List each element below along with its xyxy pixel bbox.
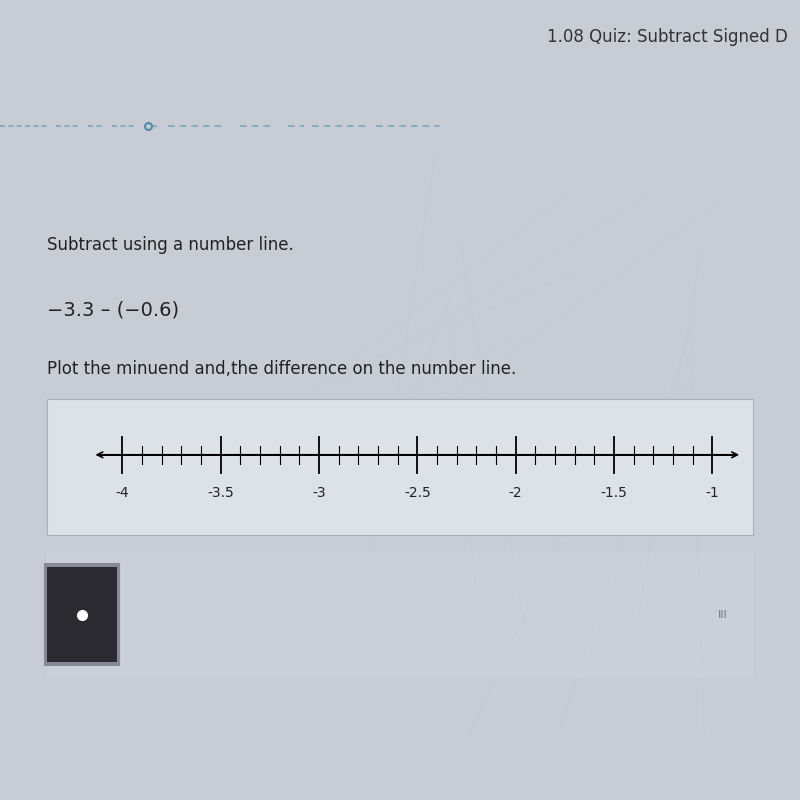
Text: -3.5: -3.5 bbox=[207, 486, 234, 499]
Text: -1.5: -1.5 bbox=[601, 486, 627, 499]
Text: III: III bbox=[718, 610, 727, 620]
Bar bbox=[47, 567, 117, 662]
Text: -4: -4 bbox=[115, 486, 129, 499]
Text: -2.5: -2.5 bbox=[404, 486, 430, 499]
Text: −3.3 – (−0.6): −3.3 – (−0.6) bbox=[46, 300, 179, 319]
Text: -2: -2 bbox=[509, 486, 522, 499]
Bar bbox=[46, 398, 754, 534]
Bar bbox=[46, 553, 754, 677]
Text: -3: -3 bbox=[312, 486, 326, 499]
Text: Subtract using a number line.: Subtract using a number line. bbox=[46, 236, 294, 254]
Text: 1.08 Quiz: Subtract Signed D: 1.08 Quiz: Subtract Signed D bbox=[547, 28, 788, 46]
Text: -1: -1 bbox=[706, 486, 719, 499]
Bar bbox=[45, 564, 119, 665]
Text: Plot the minuend and,the difference on the number line.: Plot the minuend and,the difference on t… bbox=[46, 360, 516, 378]
